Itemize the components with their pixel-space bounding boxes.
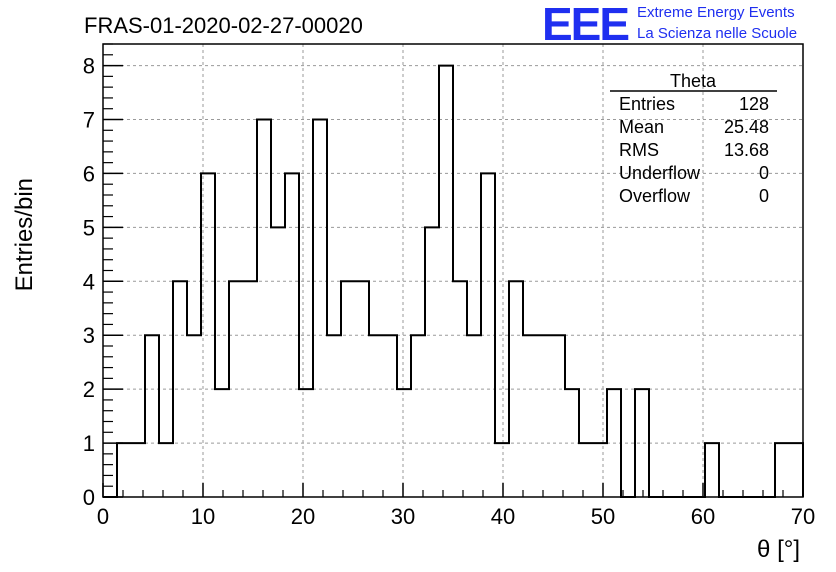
tick-labels: 0 10 20 30 40 50 60 70 0 1 2 3 4 5 6 7 8 (83, 54, 815, 529)
x-tick-label: 70 (791, 504, 815, 529)
stats-value: 128 (739, 94, 769, 114)
stats-label: Underflow (619, 163, 701, 183)
stats-box: Theta Entries 128 Mean 25.48 RMS 13.68 Underfl… (610, 71, 777, 206)
brand-line-2: La Scienza nelle Scuole (637, 25, 798, 42)
y-tick-label: 2 (83, 377, 95, 402)
axis-ticks (102, 43, 804, 498)
histogram-line (103, 64, 804, 498)
y-tick-label: 8 (83, 54, 95, 79)
stats-label: Overflow (619, 186, 691, 206)
stats-title: Theta (670, 71, 717, 91)
x-tick-label: 60 (691, 504, 715, 529)
x-tick-label: 50 (591, 504, 615, 529)
stats-label: RMS (619, 140, 659, 160)
x-tick-label: 0 (97, 504, 109, 529)
x-tick-label: 30 (391, 504, 415, 529)
x-tick-label: 40 (491, 504, 515, 529)
stats-value: 13.68 (724, 140, 769, 160)
y-axis-label: Entries/bin (11, 178, 38, 291)
chart-title: FRAS-01-2020-02-27-00020 (84, 13, 363, 38)
y-tick-label: 0 (83, 485, 95, 510)
x-axis-label: θ [°] (757, 536, 800, 563)
stats-value: 0 (759, 186, 769, 206)
stats-label: Mean (619, 117, 664, 137)
y-tick-label: 1 (83, 431, 95, 456)
stats-value: 0 (759, 163, 769, 183)
y-tick-label: 4 (83, 269, 95, 294)
y-tick-label: 6 (83, 161, 95, 186)
x-tick-label: 10 (191, 504, 215, 529)
y-tick-label: 7 (83, 108, 95, 133)
y-tick-label: 5 (83, 215, 95, 240)
brand-line-1: Extreme Energy Events (637, 4, 795, 21)
stats-rows: Entries 128 Mean 25.48 RMS 13.68 Underflow 0 Ove… (619, 94, 769, 206)
stats-value: 25.48 (724, 117, 769, 137)
eee-logo: EEE (542, 0, 630, 50)
y-tick-label: 3 (83, 323, 95, 348)
stats-label: Entries (619, 94, 675, 114)
x-tick-label: 20 (291, 504, 315, 529)
